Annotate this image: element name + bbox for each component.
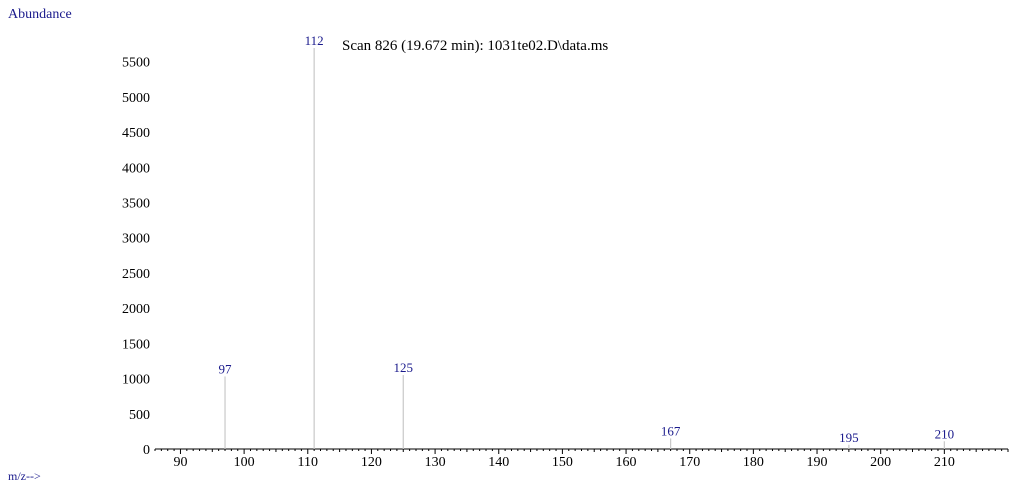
x-tick-label: 210 [934,455,955,470]
chart-title: Scan 826 (19.672 min): 1031te02.D\data.m… [342,38,608,54]
peak-label: 125 [394,360,414,375]
peaks-group: 97 112 125 167 195 210 [219,33,955,449]
x-tick-label: 110 [298,455,318,470]
x-tick-label: 140 [488,455,509,470]
x-tick-label: 200 [870,455,891,470]
axis-ticks-group: 90 100 110 120 130 140 150 160 170 180 190 200 210 0 5… [122,56,1009,470]
x-tick-label: 150 [552,455,573,470]
peak-label: 195 [839,430,859,445]
y-axis-label: Abundance [8,7,72,22]
y-tick-label: 0 [143,443,150,458]
y-tick-label: 2000 [122,302,150,317]
peak-label: 112 [305,33,324,48]
y-tick-label: 500 [129,408,150,423]
x-tick-label: 180 [743,455,764,470]
y-tick-label: 5500 [122,56,150,71]
x-tick-label: 100 [234,455,255,470]
peak-label: 167 [661,423,681,438]
y-tick-label: 4500 [122,126,150,141]
y-tick-label: 1000 [122,373,150,388]
peak-label: 97 [219,361,233,376]
x-tick-label: 160 [616,455,637,470]
y-tick-label: 1500 [122,337,150,352]
x-axis-label: m/z--> [8,469,41,483]
y-tick-label: 2500 [122,267,150,282]
x-tick-label: 120 [361,455,382,470]
peak-label: 210 [935,426,955,441]
y-tick-label: 5000 [122,91,150,106]
x-tick-label: 130 [425,455,446,470]
y-tick-label: 4000 [122,161,150,176]
x-tick-label: 170 [679,455,700,470]
x-tick-label: 190 [807,455,828,470]
x-tick-label: 90 [173,455,187,470]
y-tick-label: 3500 [122,196,150,211]
y-tick-label: 3000 [122,232,150,247]
